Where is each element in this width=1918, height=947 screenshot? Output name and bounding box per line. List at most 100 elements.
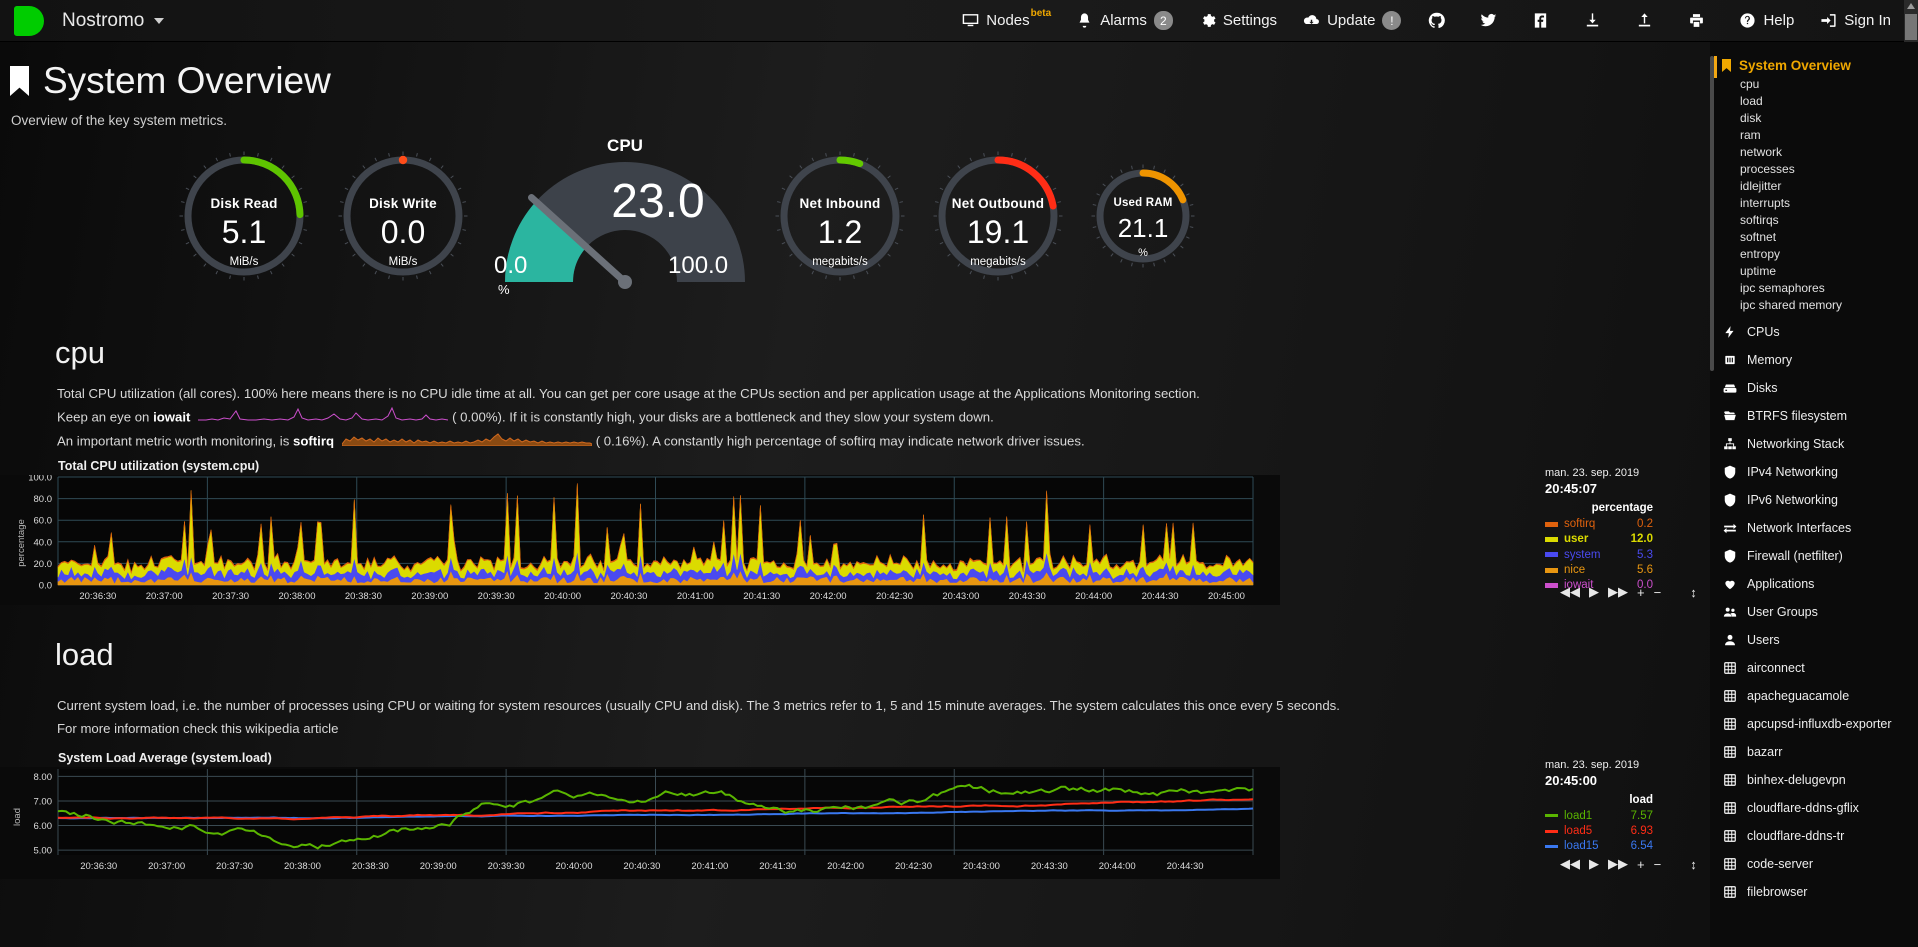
sidebar-item-cloudflare-ddns-tr[interactable]: cloudflare-ddns-tr — [1710, 824, 1918, 852]
netdata-logo-icon — [14, 5, 44, 36]
sidebar-subitem-ipc-semaphores[interactable]: ipc semaphores — [1740, 280, 1825, 295]
sidebar-item-airconnect[interactable]: airconnect — [1710, 656, 1918, 684]
legend-row[interactable]: load5 6.93 — [1545, 824, 1653, 838]
gauge-cpu[interactable]: CPU 23.0 0.0% 100.0 — [470, 134, 780, 314]
chart-controls-system-cpu[interactable]: ◀◀ ▶ ▶▶ + − ↕ — [1560, 584, 1697, 600]
chart-resize-handle[interactable]: ↕ — [1690, 584, 1697, 600]
sidebar-item-ipv4-networking[interactable]: IPv4 Networking — [1710, 460, 1918, 488]
nav-item-import[interactable] — [1570, 0, 1622, 42]
shield-icon — [1722, 465, 1738, 484]
nav-item-print[interactable] — [1674, 0, 1726, 42]
sidebar-item-networking-stack[interactable]: Networking Stack — [1710, 432, 1918, 460]
legend-row[interactable]: softirq 0.2 — [1545, 517, 1653, 531]
sidebar-subitem-entropy[interactable]: entropy — [1740, 246, 1781, 261]
nav-item-nodes[interactable]: Nodes beta — [949, 0, 1063, 42]
sidebar-item-disks[interactable]: Disks — [1710, 376, 1918, 404]
chart-plot-system-cpu[interactable]: 0.0 20.0 40.0 60.0 80.0 100.0 20:36:30 20:37:00… — [0, 473, 1710, 610]
gauge-net-inbound[interactable]: Net Inbound 1.2 megabits/s — [774, 150, 906, 282]
sidebar-subitem-ram[interactable]: ram — [1740, 127, 1761, 142]
sidebar-section-system-overview[interactable]: System Overview — [1710, 56, 1918, 75]
sidebar-subitem-disk[interactable]: disk — [1740, 110, 1762, 125]
sidebar-item-cpus[interactable]: CPUs — [1710, 320, 1918, 348]
nav-item-facebook[interactable] — [1518, 0, 1570, 42]
nav-item-export[interactable] — [1622, 0, 1674, 42]
sidebar-item-filebrowser[interactable]: filebrowser — [1710, 880, 1918, 908]
gauge-disk-read[interactable]: Disk Read 5.1 MiB/s — [178, 150, 310, 282]
nav-item-github[interactable] — [1414, 0, 1466, 42]
monitor-icon — [962, 12, 979, 29]
sidebar-item-firewall-netfilter-[interactable]: Firewall (netfilter) — [1710, 544, 1918, 572]
page-scrollbar[interactable] — [1904, 0, 1918, 42]
chart-zoom-out-button[interactable]: − — [1653, 584, 1662, 600]
nav-item-alarms[interactable]: Alarms 2 — [1063, 0, 1186, 42]
sidebar-subitem-load[interactable]: load — [1740, 93, 1763, 108]
chart-rewind-button[interactable]: ◀◀ — [1560, 584, 1580, 600]
svg-text:20:37:00: 20:37:00 — [148, 861, 185, 872]
chart-play-button[interactable]: ▶ — [1589, 856, 1599, 872]
nav-item-help[interactable]: Help — [1726, 0, 1807, 42]
legend-row[interactable]: user 12.0 — [1545, 532, 1653, 546]
sidebar-subitem-interrupts[interactable]: interrupts — [1740, 195, 1791, 210]
sidebar-item-network-interfaces[interactable]: Network Interfaces — [1710, 516, 1918, 544]
chart-play-button[interactable]: ▶ — [1589, 584, 1599, 600]
chart-forward-button[interactable]: ▶▶ — [1608, 584, 1628, 600]
sidebar-item-binhex-delugevpn[interactable]: binhex-delugevpn — [1710, 768, 1918, 796]
chart-controls-system-load[interactable]: ◀◀ ▶ ▶▶ + − ↕ — [1560, 856, 1697, 872]
svg-text:20:40:00: 20:40:00 — [556, 861, 593, 872]
brand[interactable]: Nostromo — [0, 5, 165, 36]
legend-row[interactable]: iowait 0.0 — [1545, 578, 1653, 592]
sidebar-item-ipv6-networking[interactable]: IPv6 Networking — [1710, 488, 1918, 516]
chart-rewind-button[interactable]: ◀◀ — [1560, 856, 1580, 872]
sidebar-item-code-server[interactable]: code-server — [1710, 852, 1918, 880]
nav-item-settings[interactable]: Settings — [1186, 0, 1290, 42]
legend-series-name: nice — [1564, 563, 1586, 576]
legend-row[interactable]: nice 5.6 — [1545, 563, 1653, 577]
sidebar-item-users[interactable]: Users — [1710, 628, 1918, 656]
sidebar-item-bazarr[interactable]: bazarr — [1710, 740, 1918, 768]
sidebar-scrollbar[interactable] — [1710, 56, 1714, 371]
gauge-label: Disk Write — [369, 196, 437, 211]
right-sidebar[interactable]: System Overview cpu load disk ram network pro… — [1710, 42, 1918, 947]
sidebar-subitem-network[interactable]: network — [1740, 144, 1783, 159]
sidebar-item-btrfs-filesystem[interactable]: BTRFS filesystem — [1710, 404, 1918, 432]
sidebar-item-label: Networking Stack — [1747, 436, 1845, 451]
legend-row[interactable]: load1 7.57 — [1545, 809, 1653, 823]
sidebar-subitem-uptime[interactable]: uptime — [1740, 263, 1777, 278]
sidebar-item-user-groups[interactable]: User Groups — [1710, 600, 1918, 628]
chart-zoom-in-button[interactable]: + — [1637, 856, 1645, 872]
sidebar-subitem-softnet[interactable]: softnet — [1740, 229, 1777, 244]
legend-row[interactable]: system 5.3 — [1545, 548, 1653, 562]
sidebar-item-label: airconnect — [1747, 660, 1805, 675]
nav-item-twitter[interactable] — [1466, 0, 1518, 42]
nav-item-sign-in[interactable]: Sign In — [1807, 0, 1904, 42]
chart-plot-system-load[interactable]: 5.00 6.00 7.00 8.00 20:36:30 20:37:00 20:37:30… — [0, 767, 1710, 884]
chart-resize-handle[interactable]: ↕ — [1690, 856, 1697, 872]
sidebar-item-apacheguacamole[interactable]: apacheguacamole — [1710, 684, 1918, 712]
sidebar-item-label: CPUs — [1747, 324, 1780, 339]
section-heading-cpu: cpu — [55, 335, 105, 370]
sidebar-item-memory[interactable]: Memory — [1710, 348, 1918, 376]
sidebar-subitem-softirqs[interactable]: softirqs — [1740, 212, 1779, 227]
legend-row[interactable]: load15 6.54 — [1545, 839, 1653, 853]
chevron-down-icon[interactable] — [154, 17, 165, 24]
sidebar-subitem-idlejitter[interactable]: idlejitter — [1740, 178, 1782, 193]
chart-zoom-in-button[interactable]: + — [1637, 584, 1645, 600]
sidebar-subitem-processes[interactable]: processes — [1740, 161, 1795, 176]
svg-text:20:40:30: 20:40:30 — [623, 861, 660, 872]
chart-zoom-out-button[interactable]: − — [1653, 856, 1662, 872]
chart-forward-button[interactable]: ▶▶ — [1608, 856, 1628, 872]
sidebar-subitem-cpu[interactable]: cpu — [1740, 76, 1760, 91]
gauge-net-outbound[interactable]: Net Outbound 19.1 megabits/s — [932, 150, 1064, 282]
chart-system-cpu[interactable]: Total CPU utilization (system.cpu) 0.0 20… — [0, 459, 1710, 619]
sidebar-subitem-ipc-shared-memory[interactable]: ipc shared memory — [1740, 297, 1843, 312]
gauge-value: 0.0 — [380, 214, 426, 250]
scrollbar-thumb[interactable] — [1905, 14, 1917, 40]
gauge-disk-write[interactable]: Disk Write 0.0 MiB/s — [337, 150, 469, 282]
gauge-used-ram[interactable]: Used RAM 21.1% — [1090, 163, 1196, 269]
chart-system-load[interactable]: System Load Average (system.load) 5.00 6.… — [0, 751, 1710, 891]
sidebar-item-apcupsd-influxdb-exporter[interactable]: apcupsd-influxdb-exporter — [1710, 712, 1918, 740]
sidebar-item-applications[interactable]: Applications — [1710, 572, 1918, 600]
scroll-up-arrow-icon[interactable] — [1907, 3, 1915, 9]
sidebar-item-cloudflare-ddns-gflix[interactable]: cloudflare-ddns-gflix — [1710, 796, 1918, 824]
nav-item-update[interactable]: Update! — [1290, 0, 1414, 42]
